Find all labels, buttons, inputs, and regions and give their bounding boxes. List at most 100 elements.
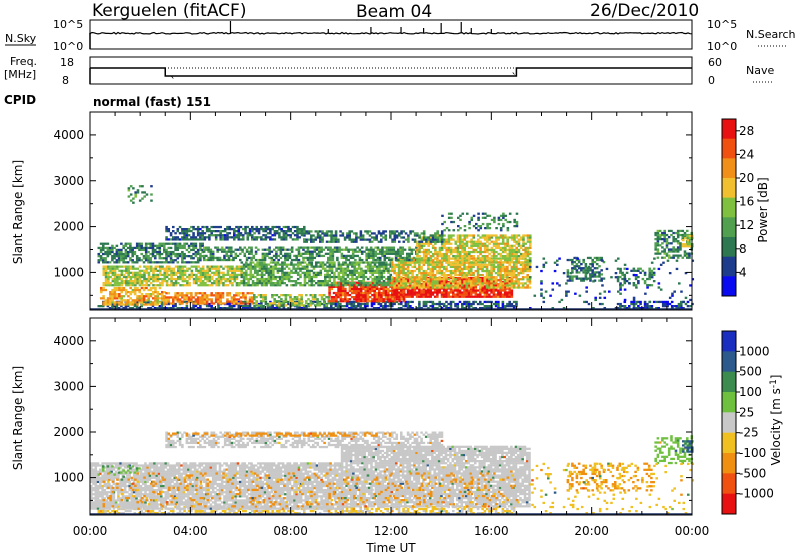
- data-cell: [123, 295, 126, 297]
- data-cell: [165, 261, 168, 263]
- data-cell: [107, 282, 110, 284]
- data-cell: [362, 274, 365, 276]
- data-cell: [400, 303, 403, 305]
- data-cell: [262, 300, 265, 302]
- data-cell: [121, 284, 124, 286]
- data-cell: [414, 286, 417, 288]
- data-cell: [662, 303, 665, 305]
- data-cell: [98, 247, 101, 249]
- data-cell: [188, 282, 191, 284]
- data-cell: [443, 294, 446, 296]
- data-cell: [393, 282, 396, 284]
- data-cell: [323, 249, 326, 251]
- data-cell: [443, 305, 446, 307]
- data-cell: [371, 270, 374, 272]
- data-cell: [407, 286, 410, 288]
- data-cell: [220, 282, 223, 284]
- data-cell: [486, 301, 489, 303]
- data-cell: [411, 274, 414, 276]
- data-cell: [229, 268, 232, 270]
- data-cell: [310, 302, 313, 304]
- data-cell: [253, 257, 256, 259]
- data-cell: [344, 264, 347, 266]
- data-cell: [368, 257, 371, 259]
- data-cell: [156, 261, 159, 263]
- data-cell: [170, 302, 173, 304]
- data-cell: [445, 291, 448, 293]
- data-cell: [448, 247, 451, 249]
- data-cell: [329, 261, 332, 263]
- data-cell: [161, 278, 164, 280]
- data-cell: [529, 280, 532, 282]
- data-cell: [134, 251, 137, 253]
- data-cell: [116, 282, 119, 284]
- data-cell: [398, 298, 401, 300]
- data-cell: [170, 253, 173, 255]
- data-cell: [174, 247, 177, 249]
- data-cell: [195, 270, 198, 272]
- data-cell: [520, 282, 523, 284]
- data-cell: [211, 276, 214, 278]
- data-cell: [411, 276, 414, 278]
- data-cell: [166, 280, 169, 282]
- data-cell: [197, 302, 200, 304]
- data-cell: [329, 284, 332, 286]
- data-cell: [477, 239, 480, 241]
- data-cell: [337, 294, 340, 296]
- data-cell: [450, 276, 453, 278]
- data-cell: [328, 294, 331, 296]
- data-cell: [231, 266, 234, 268]
- power-heatmap: [90, 185, 694, 309]
- data-cell: [204, 296, 207, 298]
- data-cell: [484, 294, 487, 296]
- data-cell: [181, 259, 184, 261]
- data-cell: [461, 234, 464, 236]
- data-cell: [140, 259, 143, 261]
- data-cell: [254, 266, 257, 268]
- data-cell: [323, 298, 326, 300]
- data-cell: [152, 251, 155, 253]
- data-cell: [646, 305, 649, 307]
- data-cell: [450, 280, 453, 282]
- data-cell: [479, 278, 482, 280]
- data-cell: [445, 249, 448, 251]
- data-cell: [392, 300, 395, 302]
- data-cell: [132, 268, 135, 270]
- data-cell: [359, 259, 362, 261]
- data-cell: [217, 300, 220, 302]
- data-cell: [236, 270, 239, 272]
- data-cell: [104, 243, 107, 245]
- date-title: 26/Dec/2010: [590, 1, 699, 21]
- data-cell: [258, 232, 261, 234]
- data-cell: [441, 257, 444, 259]
- data-cell: [362, 296, 365, 298]
- data-cell: [232, 251, 235, 253]
- data-cell: [468, 280, 471, 282]
- data-cell: [154, 249, 157, 251]
- data-cell: [364, 290, 367, 292]
- data-cell: [484, 266, 487, 268]
- data-cell: [353, 268, 356, 270]
- data-cell: [311, 278, 314, 280]
- data-cell: [342, 274, 345, 276]
- data-cell: [373, 292, 376, 294]
- data-cell: [186, 282, 189, 284]
- data-cell: [495, 236, 498, 238]
- data-cell: [380, 305, 383, 307]
- data-cell: [441, 272, 444, 274]
- data-cell: [197, 270, 200, 272]
- data-cell: [371, 303, 374, 305]
- data-cell: [261, 268, 264, 270]
- data-cell: [383, 288, 386, 290]
- data-cell: [208, 305, 211, 307]
- data-cell: [238, 268, 241, 270]
- data-cell: [526, 266, 529, 268]
- data-cell: [190, 230, 193, 232]
- data-cell: [398, 280, 401, 282]
- data-cell: [243, 284, 246, 286]
- data-cell: [461, 272, 464, 274]
- data-cell: [387, 270, 390, 272]
- data-cell: [432, 291, 435, 293]
- data-cell: [477, 278, 480, 280]
- data-cell: [174, 303, 177, 305]
